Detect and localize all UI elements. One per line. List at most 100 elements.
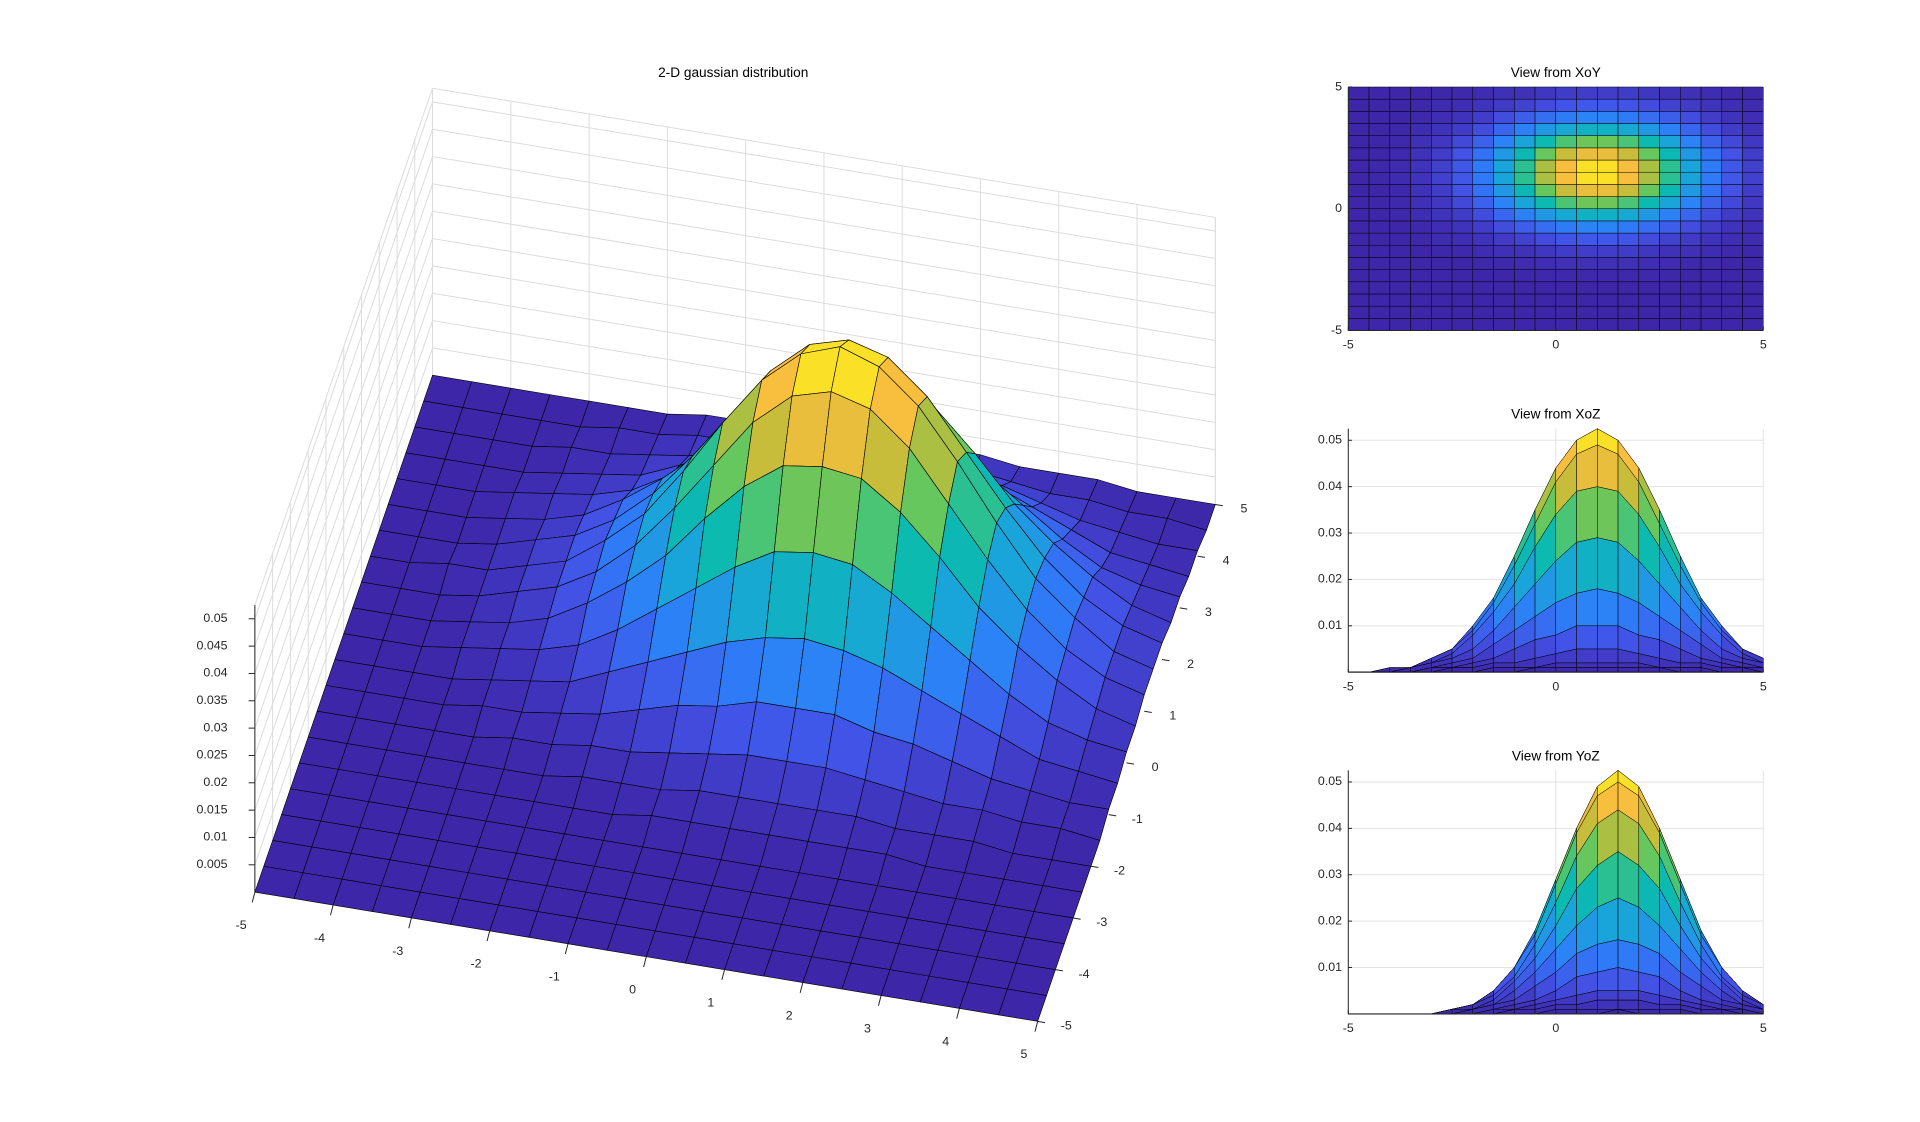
mesh-patch: [1368, 135, 1391, 149]
x-tick-label: 0: [1552, 338, 1559, 352]
mesh-patch: [1680, 220, 1702, 234]
mesh-patch: [1680, 245, 1702, 258]
mesh-patch: [1576, 184, 1598, 197]
mesh-patch: [1389, 281, 1411, 295]
mesh-patch: [1597, 293, 1619, 307]
x-tick-label: -5: [236, 918, 247, 932]
mesh-patch: [1597, 86, 1619, 100]
mesh-patch: [1700, 135, 1723, 149]
mesh-patch: [1659, 1009, 1681, 1015]
mesh-patch: [1410, 196, 1432, 209]
mesh-patch: [1597, 196, 1619, 209]
mesh-patch: [1597, 269, 1619, 283]
mesh-patch: [1742, 245, 1764, 258]
mesh-patch: [1451, 123, 1474, 136]
mesh-patch: [1721, 98, 1743, 112]
x-tick-label: 5: [1760, 1021, 1767, 1035]
mesh-patch: [1431, 171, 1453, 185]
mesh-patch: [1597, 305, 1619, 319]
mesh-patch: [1700, 98, 1723, 112]
mesh-patch: [1451, 293, 1474, 307]
mesh-patch: [1659, 257, 1681, 270]
mesh-patch: [1597, 648, 1619, 664]
mesh-patch: [1368, 98, 1391, 112]
mesh-patch: [1472, 269, 1494, 283]
mesh-patch: [1721, 305, 1743, 319]
mesh-patch: [1617, 184, 1640, 197]
mesh-patch: [1680, 171, 1702, 185]
mesh-patch: [1514, 257, 1536, 270]
mesh-patch: [1555, 662, 1577, 668]
mesh-patch: [1680, 135, 1702, 149]
x-tick-label: -5: [1343, 679, 1354, 693]
mesh-patch: [1472, 135, 1494, 149]
mesh-patch: [1514, 220, 1536, 234]
mesh-patch: [1576, 257, 1598, 270]
mesh-patch: [1410, 159, 1432, 173]
mesh-patch: [1617, 86, 1640, 100]
mesh-patch: [1597, 123, 1619, 136]
mesh-patch: [1576, 135, 1598, 149]
mesh-patch: [1721, 196, 1743, 209]
grid-line: [254, 238, 434, 756]
mesh-patch: [1638, 184, 1660, 197]
mesh-patch: [1493, 135, 1515, 149]
mesh-patch: [1348, 171, 1370, 185]
mesh-patch: [1638, 281, 1660, 295]
mesh-patch: [1700, 269, 1723, 283]
mesh-patch: [1721, 147, 1743, 161]
mesh-patch: [1555, 196, 1577, 209]
mesh-patch: [1410, 111, 1432, 124]
mesh-patch: [1389, 147, 1411, 161]
z-tick-label: 0.05: [203, 611, 227, 625]
mesh-patch: [1514, 1009, 1536, 1015]
mesh-patch: [1680, 86, 1702, 100]
mesh-patch: [1514, 111, 1536, 124]
mesh-patch: [1368, 123, 1391, 136]
mesh-patch: [1576, 196, 1598, 209]
mesh-patch: [1389, 123, 1411, 136]
mesh-patch: [1534, 208, 1557, 222]
x-tick: [564, 943, 569, 955]
x-tick: [486, 930, 491, 942]
mesh-patch: [1617, 293, 1640, 307]
mesh-patch: [1514, 208, 1536, 222]
mesh-patch: [1742, 208, 1764, 222]
mesh-patch: [1638, 1009, 1660, 1015]
mesh-patch: [1514, 123, 1536, 136]
mesh-patch: [1617, 171, 1640, 185]
mesh-patch: [1493, 305, 1515, 319]
mesh-patch: [1451, 232, 1474, 246]
mesh-patch: [1700, 184, 1723, 197]
mesh-patch: [1368, 147, 1391, 161]
mesh-patch: [1410, 147, 1432, 161]
mesh-patch: [1576, 86, 1598, 100]
mesh-patch: [1638, 98, 1660, 112]
mesh-patch: [1368, 269, 1391, 283]
mesh-patch: [1555, 318, 1577, 331]
y-tick: [1179, 607, 1188, 610]
mesh-patch: [1493, 232, 1515, 246]
mesh-patch: [1742, 196, 1764, 209]
mesh-patch: [1597, 486, 1619, 543]
mesh-patch: [1493, 1009, 1515, 1015]
x-tick-label: 5: [1760, 338, 1767, 352]
z-tick-label: 0.025: [196, 748, 227, 762]
mesh-patch: [1348, 147, 1370, 161]
mesh-patch: [1431, 147, 1453, 161]
mesh-patch: [1638, 269, 1660, 283]
mesh-patch: [1348, 293, 1370, 307]
mesh-patch: [1451, 667, 1474, 673]
mesh-patch: [1742, 305, 1764, 319]
mesh-patch: [1597, 999, 1619, 1010]
mesh-patch: [1555, 281, 1577, 295]
mesh-patch: [1555, 1009, 1577, 1015]
mesh-patch: [1514, 305, 1536, 319]
grid-line: [432, 238, 1216, 369]
y-tick-label: 5: [1240, 502, 1247, 516]
mesh-patch: [1700, 147, 1723, 161]
mesh-patch: [1576, 486, 1598, 543]
mesh-patch: [1534, 135, 1557, 149]
mesh-patch: [1348, 135, 1370, 149]
mesh-patch: [1617, 990, 1640, 1001]
